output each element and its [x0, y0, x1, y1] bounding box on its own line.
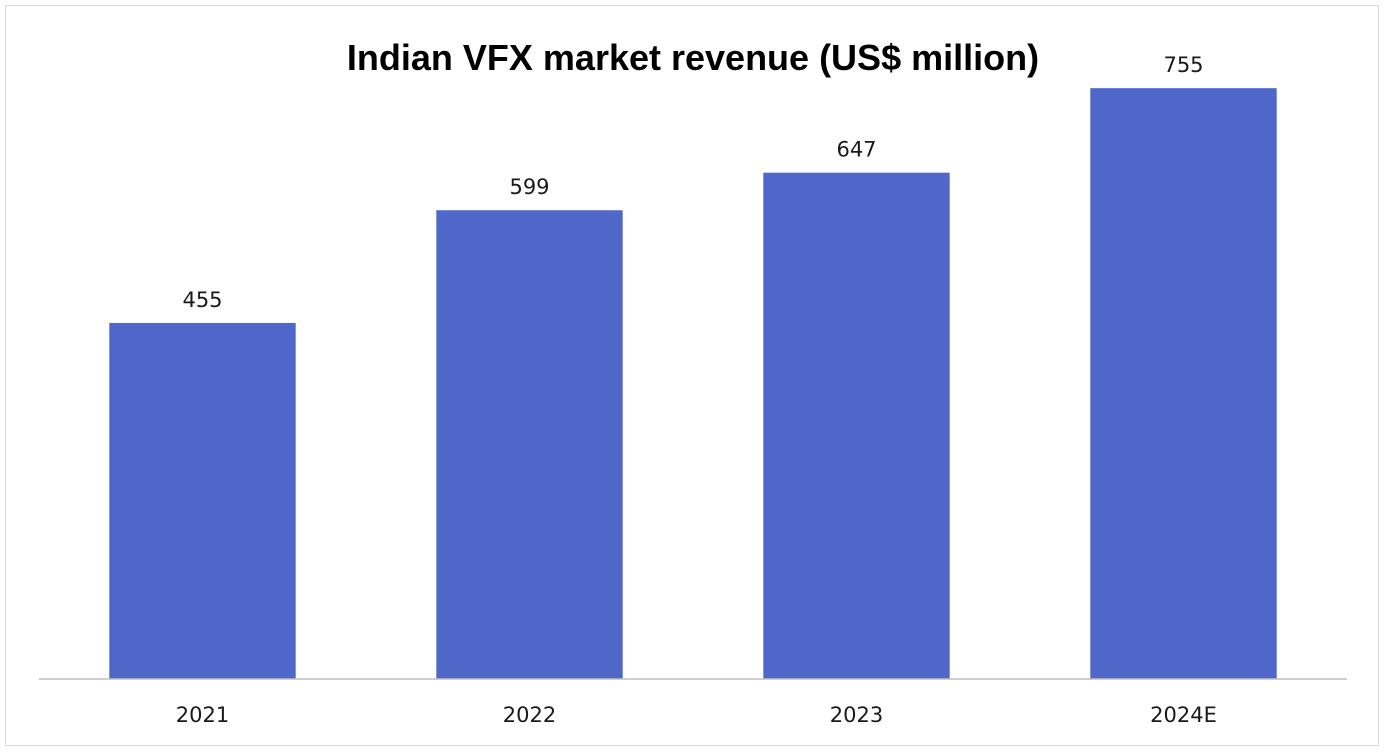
bar-2024e: [1090, 88, 1277, 680]
data-label-2023: 647: [836, 138, 876, 162]
x-tick-label-2023: 2023: [830, 703, 883, 727]
data-label-2024e: 755: [1163, 53, 1203, 77]
bar-chart: Indian VFX market revenue (US$ million) …: [39, 37, 1347, 727]
data-label-2021: 455: [182, 288, 222, 312]
chart-title: Indian VFX market revenue (US$ million): [347, 37, 1039, 78]
bar-2022: [436, 210, 623, 679]
x-tick-label-2021: 2021: [176, 703, 229, 727]
x-tick-label-2022: 2022: [503, 703, 556, 727]
bars-layer: [109, 88, 1277, 680]
labels-layer: 455 2021 599 2022 647 2023 755 2024E: [176, 53, 1217, 727]
bar-2023: [763, 172, 950, 680]
data-label-2022: 599: [509, 175, 549, 199]
x-tick-label-2024e: 2024E: [1150, 703, 1217, 727]
bar-2021: [109, 322, 296, 679]
chart-frame: Indian VFX market revenue (US$ million) …: [5, 5, 1379, 746]
